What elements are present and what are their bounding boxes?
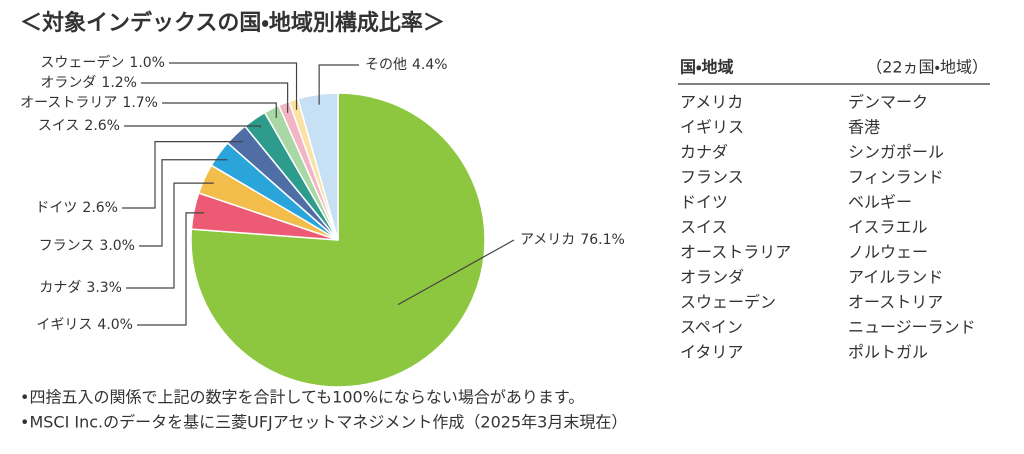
leader-line [139,159,228,247]
value-label: 4.4% [412,57,448,73]
category-name: オランダ [40,75,96,91]
value-label: 1.0% [129,55,165,71]
slice-label: カナダ 3.3% [39,280,122,296]
note: •四捨五入の関係で上記の数字を合計しても100%にならない場合があります。 [20,388,584,407]
value-label: 4.0% [97,317,133,333]
slice-label: その他 4.4% [365,57,448,73]
category-name: ドイツ [35,200,77,216]
category-name: その他 [365,57,407,73]
country-name: スイス [680,218,728,237]
category-name: スウェーデン [40,54,124,71]
chart-title: ＜対象インデックスの国・地域別構成比率＞ [20,10,445,36]
table-header: 国・地域 [680,58,733,77]
leader-line [169,62,298,110]
country-name: フィンランド [848,168,944,187]
slice-label: ドイツ 2.6% [35,200,118,216]
country-name: イギリス [680,118,744,137]
leader-line [137,212,205,326]
country-name: ベルギー [848,193,912,212]
category-name: カナダ [39,280,81,296]
country-name: スウェーデン [680,293,776,312]
country-name: アイルランド [848,268,943,287]
country-name: ポルトガル [848,343,928,362]
category-name: スイス [38,118,80,134]
value-label: 3.0% [99,238,135,254]
category-name: イギリス [36,317,92,333]
value-label: 1.2% [101,75,137,91]
leader-line [397,239,515,306]
slice-label: オーストラリア 1.7% [20,95,158,111]
country-name: オーストラリア [680,243,791,262]
country-name: 香港 [848,118,880,137]
value-label: 3.3% [86,280,122,296]
leader-line [126,182,214,289]
country-table: 国・地域 （22ヵ国・地域） アメリカイギリスカナダフランスドイツスイスオースト… [678,58,990,362]
leader-line [318,64,359,105]
country-name: カナダ [680,143,728,162]
pie: アメリカ 76.1%イギリス 4.0%カナダ 3.3%フランス 3.0%ドイツ 2.6%ス… [20,54,625,388]
slice-label: オランダ 1.2% [40,75,137,91]
country-name: ニュージーランド [848,318,976,337]
country-name: イスラエル [848,218,928,237]
table-header: （22ヵ国・地域） [866,58,988,77]
country-name: デンマーク [848,93,928,112]
country-name: フランス [680,168,744,187]
country-name: スペイン [680,318,743,337]
slice-label: スウェーデン 1.0% [40,54,165,71]
country-name: ノルウェー [848,243,928,262]
leader-line [141,82,289,113]
slice-label: アメリカ 76.1% [520,232,625,248]
pie-slice [296,92,339,241]
country-name: オーストリア [848,293,943,312]
leader-line [162,102,277,119]
slice-label: スイス 2.6% [38,118,120,134]
value-label: 76.1% [580,232,624,248]
value-label: 2.6% [82,200,118,216]
country-name: アメリカ [680,93,743,112]
category-name: アメリカ [520,232,575,248]
value-label: 1.7% [122,95,158,111]
country-name: ドイツ [680,193,728,212]
leader-line [122,140,244,209]
leader-line [124,125,261,128]
category-name: フランス [39,238,95,254]
country-name: シンガポール [848,143,944,162]
slice-label: イギリス 4.0% [36,317,133,333]
country-name: イタリア [680,343,743,362]
category-name: オーストラリア [20,95,117,111]
value-label: 2.6% [84,118,120,134]
slice-label: フランス 3.0% [39,238,135,254]
country-name: オランダ [680,268,744,287]
note: •MSCI Inc.のデータを基に三菱UFJアセットマネジメント作成（2025年… [20,413,627,432]
